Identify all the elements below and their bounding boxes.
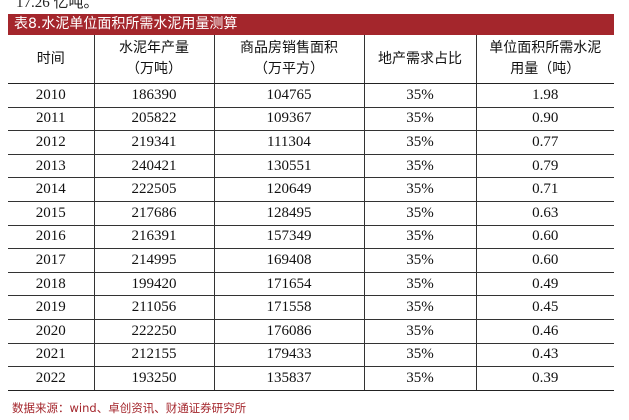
sales-area-cell: 109367 — [214, 107, 365, 132]
header-year: 时间 — [8, 35, 95, 84]
cement-output-cell: 214995 — [94, 248, 215, 273]
cement-per-area-cell: 0.77 — [476, 130, 614, 155]
table-row: 2018 199420 171654 35% 0.49 — [8, 272, 614, 297]
sales-area-cell: 171654 — [214, 272, 365, 297]
table-row: 2017 214995 169408 35% 0.60 — [8, 248, 614, 273]
year-cell: 2015 — [8, 201, 95, 226]
year-cell: 2013 — [8, 154, 95, 179]
table-row: 2015 217686 128495 35% 0.63 — [8, 201, 614, 226]
cut-off-text: 17.26 亿吨。 — [16, 0, 99, 11]
realestate-share-cell: 35% — [364, 225, 477, 250]
year-cell: 2022 — [8, 366, 95, 391]
year-cell: 2018 — [8, 272, 95, 297]
sales-area-cell: 171558 — [214, 295, 365, 320]
cement-output-cell: 205822 — [94, 107, 215, 132]
realestate-share-cell: 35% — [364, 366, 477, 391]
cement-output-cell: 222250 — [94, 319, 215, 344]
cement-per-area-cell: 0.46 — [476, 319, 614, 344]
cement-per-area-cell: 0.79 — [476, 154, 614, 179]
sales-area-cell: 111304 — [214, 130, 365, 155]
source-note: 数据来源：wind、卓创资讯、财通证券研究所 — [12, 401, 247, 415]
cement-output-cell: 193250 — [94, 366, 215, 391]
header-realestate-share: 地产需求占比 — [364, 35, 477, 84]
realestate-share-cell: 35% — [364, 343, 477, 368]
sales-area-cell: 130551 — [214, 154, 365, 179]
year-cell: 2021 — [8, 343, 95, 368]
realestate-share-cell: 35% — [364, 107, 477, 132]
cement-output-cell: 222505 — [94, 177, 215, 202]
table-row: 2013 240421 130551 35% 0.79 — [8, 154, 614, 179]
year-cell: 2014 — [8, 177, 95, 202]
realestate-share-cell: 35% — [364, 272, 477, 297]
cement-per-area-cell: 0.45 — [476, 295, 614, 320]
cement-per-area-cell: 0.49 — [476, 272, 614, 297]
cement-per-area-cell: 0.60 — [476, 248, 614, 273]
sales-area-cell: 176086 — [214, 319, 365, 344]
year-cell: 2019 — [8, 295, 95, 320]
table-row: 2019 211056 171558 35% 0.45 — [8, 295, 614, 320]
year-cell: 2010 — [8, 83, 95, 108]
year-cell: 2016 — [8, 225, 95, 250]
year-cell: 2020 — [8, 319, 95, 344]
cement-per-area-cell: 0.39 — [476, 366, 614, 391]
cement-output-cell: 211056 — [94, 295, 215, 320]
sales-area-cell: 179433 — [214, 343, 365, 368]
realestate-share-cell: 35% — [364, 83, 477, 108]
cement-output-cell: 199420 — [94, 272, 215, 297]
realestate-share-cell: 35% — [364, 201, 477, 226]
sales-area-cell: 157349 — [214, 225, 365, 250]
cement-per-area-cell: 1.98 — [476, 83, 614, 108]
cement-output-cell: 186390 — [94, 83, 215, 108]
sales-area-cell: 135837 — [214, 366, 365, 391]
table-row: 2012 219341 111304 35% 0.77 — [8, 130, 614, 155]
cement-output-cell: 217686 — [94, 201, 215, 226]
header-sales-area: 商品房销售面积 （万平方） — [214, 35, 365, 84]
table-row: 2020 222250 176086 35% 0.46 — [8, 319, 614, 344]
year-cell: 2012 — [8, 130, 95, 155]
cement-per-area-cell: 0.71 — [476, 177, 614, 202]
cement-per-area-cell: 0.90 — [476, 107, 614, 132]
cement-per-area-cell: 0.63 — [476, 201, 614, 226]
cement-per-area-cell: 0.60 — [476, 225, 614, 250]
table-row: 2011 205822 109367 35% 0.90 — [8, 107, 614, 132]
cement-output-cell: 240421 — [94, 154, 215, 179]
realestate-share-cell: 35% — [364, 154, 477, 179]
header-row: 时间 水泥年产量 （万吨） 商品房销售面积 （万平方） 地产需求占比 单位面积所需水… — [8, 35, 614, 84]
cement-per-area-cell: 0.43 — [476, 343, 614, 368]
realestate-share-cell: 35% — [364, 130, 477, 155]
year-cell: 2017 — [8, 248, 95, 273]
header-cement-per-area: 单位面积所需水泥 用量（吨） — [476, 35, 614, 84]
table-title: 表8.水泥单位面积所需水泥用量测算 — [8, 14, 614, 35]
cement-output-cell: 212155 — [94, 343, 215, 368]
table-row: 2022 193250 135837 35% 0.39 — [8, 366, 614, 391]
table-row: 2014 222505 120649 35% 0.71 — [8, 177, 614, 202]
table-row: 2016 216391 157349 35% 0.60 — [8, 225, 614, 250]
cement-output-cell: 219341 — [94, 130, 215, 155]
sales-area-cell: 169408 — [214, 248, 365, 273]
realestate-share-cell: 35% — [364, 295, 477, 320]
realestate-share-cell: 35% — [364, 319, 477, 344]
table-row: 2010 186390 104765 35% 1.98 — [8, 83, 614, 108]
sales-area-cell: 120649 — [214, 177, 365, 202]
header-cement-output: 水泥年产量 （万吨） — [94, 35, 215, 84]
sales-area-cell: 104765 — [214, 83, 365, 108]
table-row: 2021 212155 179433 35% 0.43 — [8, 343, 614, 368]
sales-area-cell: 128495 — [214, 201, 365, 226]
year-cell: 2011 — [8, 107, 95, 132]
realestate-share-cell: 35% — [364, 248, 477, 273]
realestate-share-cell: 35% — [364, 177, 477, 202]
cement-output-cell: 216391 — [94, 225, 215, 250]
data-table: 时间 水泥年产量 （万吨） 商品房销售面积 （万平方） 地产需求占比 单位面积所需水… — [8, 35, 614, 391]
